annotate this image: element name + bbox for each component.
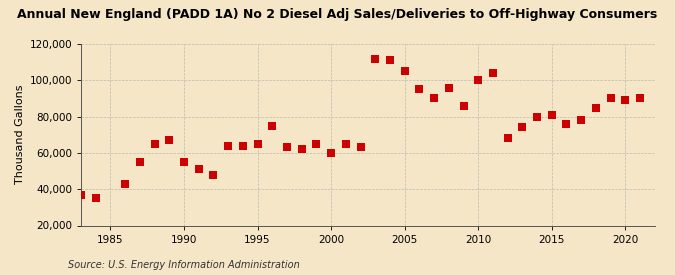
Point (179, 160, 190, 164)
Point (134, 160, 145, 164)
Point (281, 145, 292, 150)
Point (620, 98, 630, 103)
Point (429, 96, 439, 101)
Point (517, 125, 528, 130)
Point (238, 144, 248, 148)
Point (326, 151, 337, 155)
Point (252, 142, 263, 146)
Point (605, 96, 616, 101)
Point (472, 78, 483, 82)
Point (532, 114, 543, 119)
Point (634, 96, 645, 101)
Point (370, 56, 381, 61)
Point (385, 58, 396, 62)
Point (576, 118, 587, 122)
Point (76, 192, 86, 197)
Point (487, 71, 498, 75)
Point (164, 138, 175, 142)
Text: Source: U.S. Energy Information Administration: Source: U.S. Energy Information Administ… (68, 260, 299, 270)
Point (223, 144, 234, 148)
Point (149, 142, 160, 146)
Text: Annual New England (PADD 1A) No 2 Diesel Adj Sales/Deliveries to Off-Highway Con: Annual New England (PADD 1A) No 2 Diesel… (18, 8, 657, 21)
Point (591, 105, 601, 110)
Point (561, 122, 572, 126)
Point (502, 136, 513, 141)
Point (311, 142, 322, 146)
Point (90, 196, 101, 200)
Point (208, 172, 219, 177)
Point (414, 87, 425, 92)
Point (119, 182, 130, 186)
Point (340, 142, 351, 146)
Point (267, 123, 277, 128)
Y-axis label: Thousand Gallons: Thousand Gallons (15, 85, 25, 185)
Point (546, 112, 557, 117)
Point (399, 69, 410, 73)
Point (296, 147, 307, 152)
Point (458, 103, 469, 108)
Point (193, 167, 204, 171)
Point (443, 85, 454, 90)
Point (355, 145, 366, 150)
